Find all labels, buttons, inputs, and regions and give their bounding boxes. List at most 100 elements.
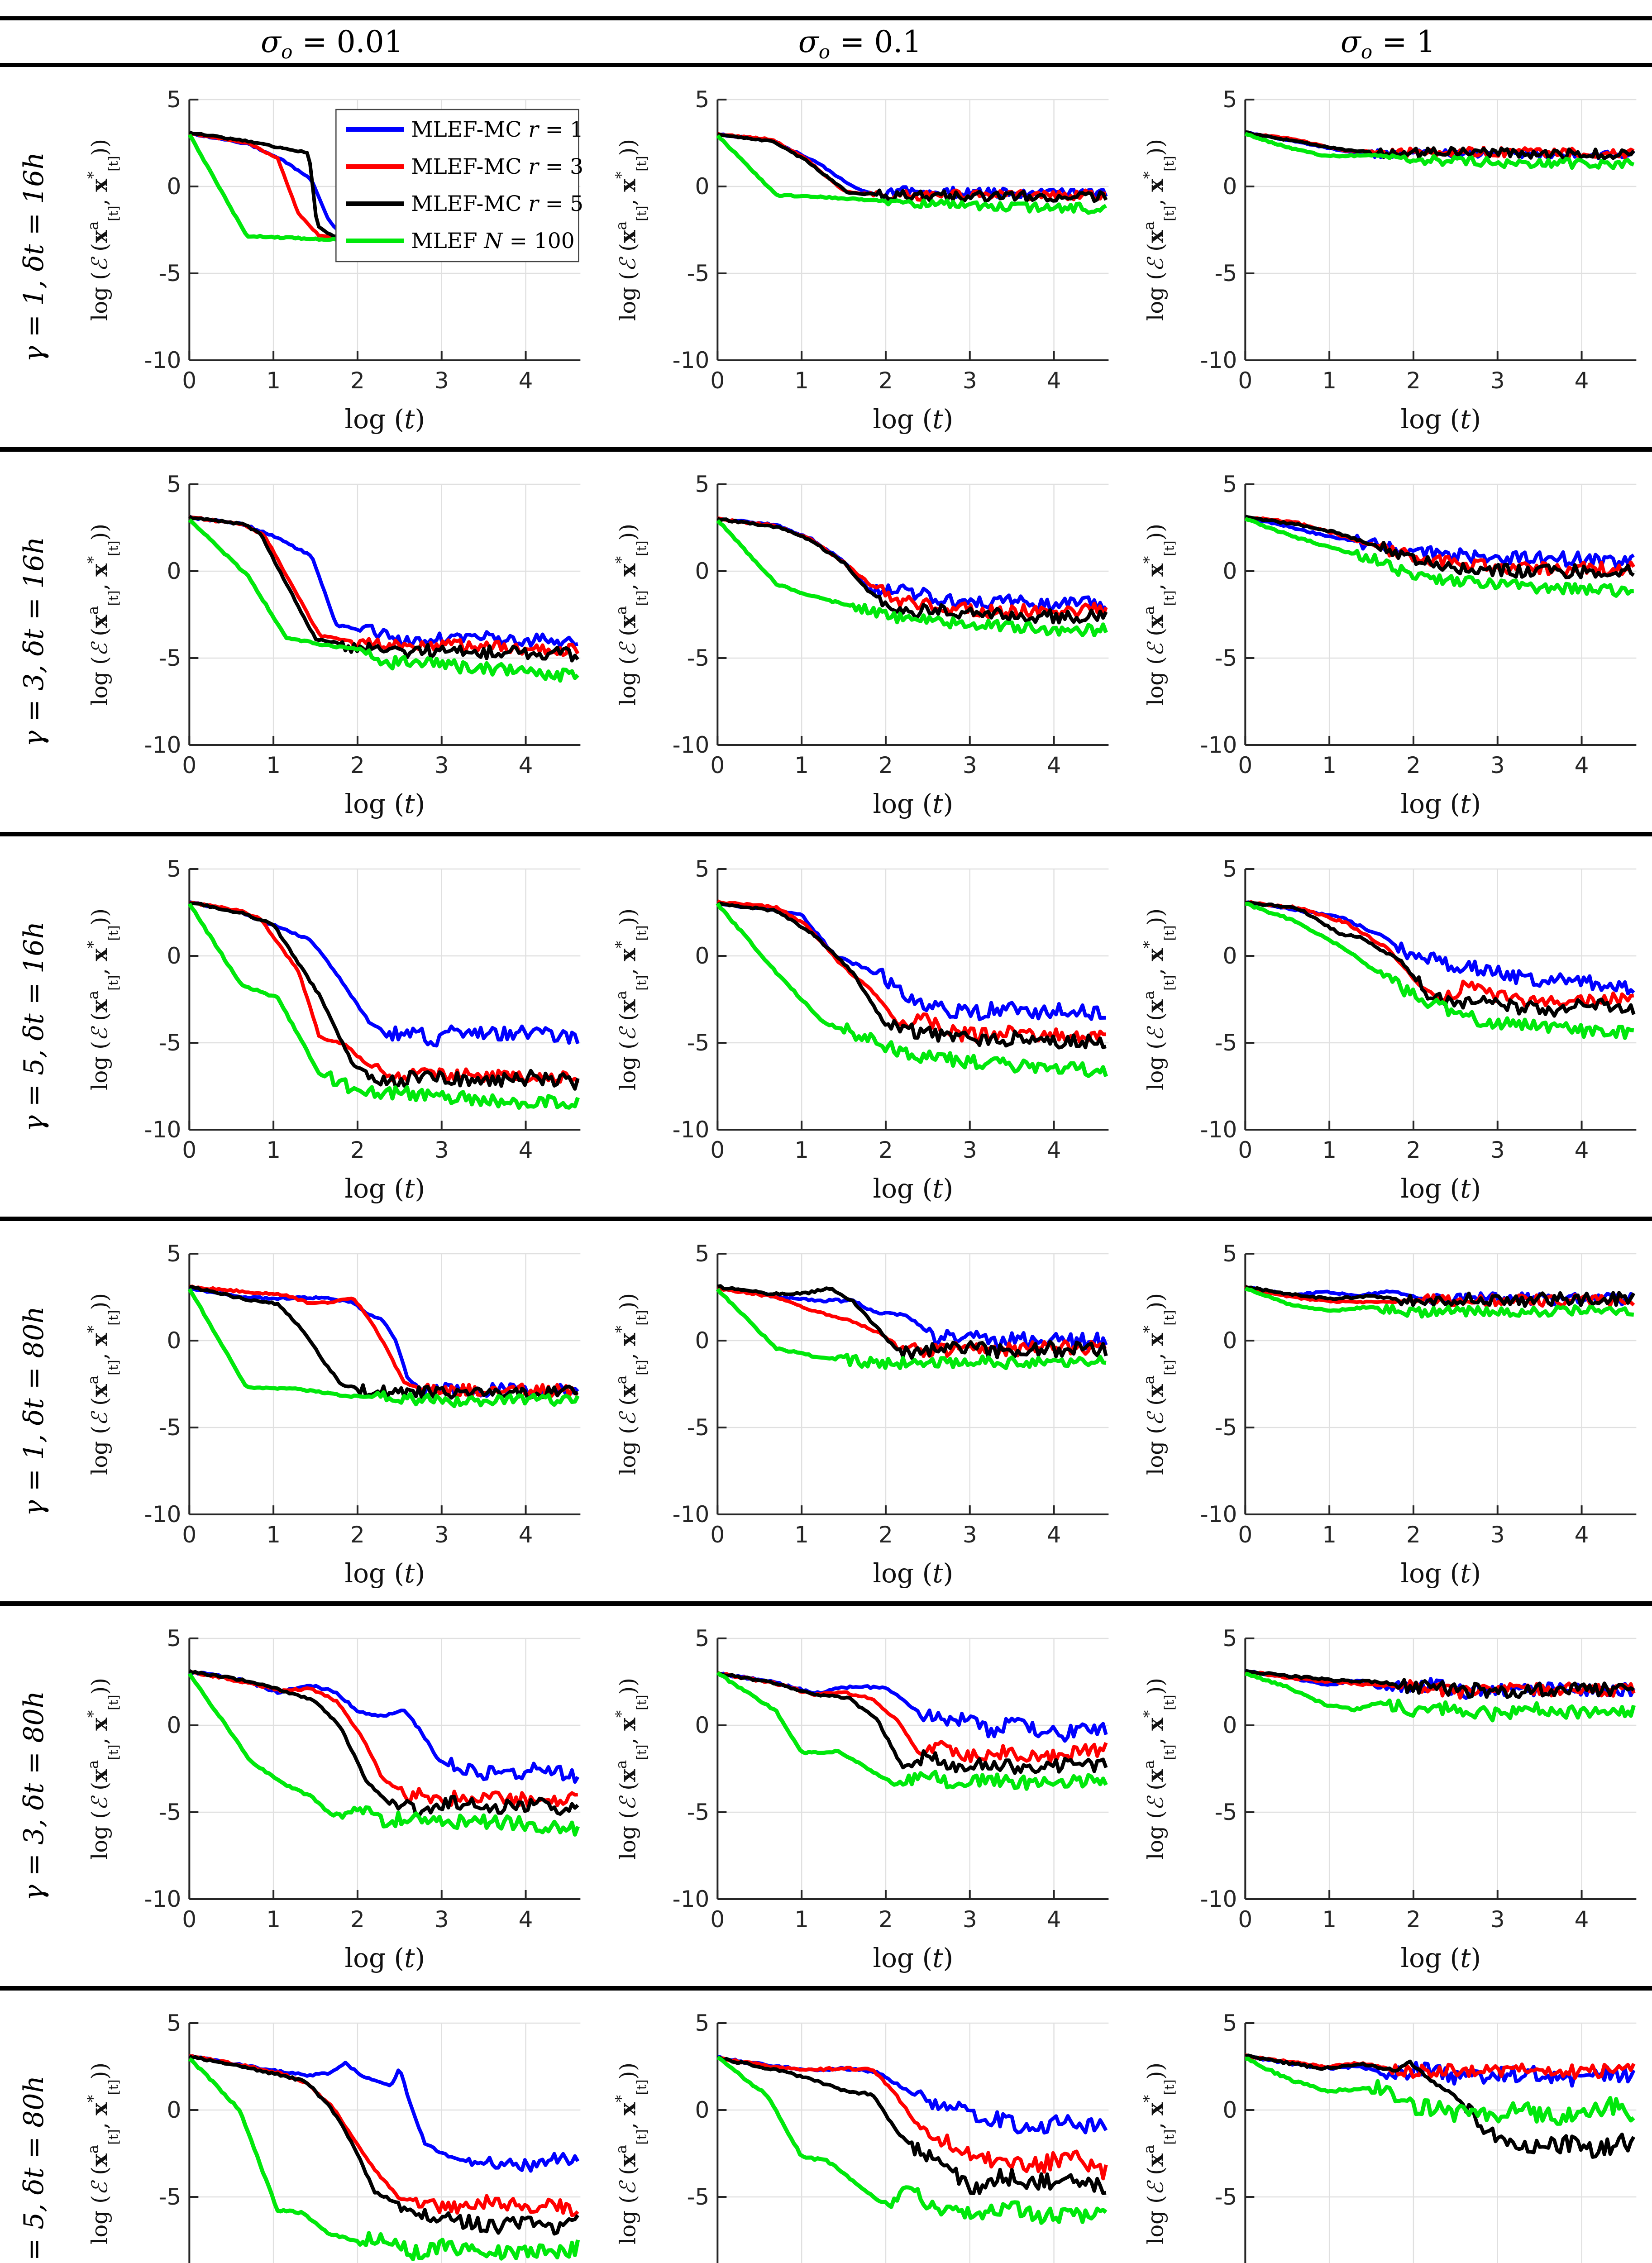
- x-tick-label: 1: [1323, 1906, 1337, 1933]
- series-mlef: [716, 902, 1108, 1078]
- series-r1: [717, 516, 1107, 612]
- x-tick-label: 0: [710, 1906, 725, 1933]
- x-tick-label: 4: [1575, 752, 1589, 778]
- y-tick-label: 0: [1223, 1327, 1237, 1354]
- y-tick-label: -10: [1200, 1117, 1237, 1143]
- x-axis-label: log (t): [1401, 1558, 1481, 1589]
- x-tick-label: 3: [963, 752, 977, 778]
- gridlines: [717, 99, 1109, 360]
- x-tick-label: 4: [1575, 368, 1589, 394]
- series-mlef: [1245, 1286, 1634, 1319]
- x-tick-label: 4: [1046, 1906, 1061, 1933]
- x-tick-label: 4: [519, 752, 533, 778]
- plot-row-1: γ = 3, δt = 16h 5 0 -5 -10 0 1 2 3 4 log (t) log (ℰ…: [0, 452, 1652, 836]
- x-tick-label: 3: [963, 1906, 977, 1933]
- x-tick-label: 2: [350, 1137, 365, 1163]
- series-mlef: [1245, 517, 1634, 598]
- series-mlef: [716, 1288, 1107, 1370]
- series-group: [716, 516, 1108, 637]
- x-tick-label: 4: [1046, 1137, 1061, 1163]
- x-tick-label: 0: [1238, 1137, 1253, 1163]
- series-r3: [189, 1670, 578, 1808]
- x-tick-label: 0: [182, 752, 196, 778]
- chart-cell-r1-c1: 5 0 -5 -10 0 1 2 3 4 log (t) log (ℰ (xa[t], x*[t])…: [596, 452, 1124, 832]
- series-r3: [189, 515, 580, 657]
- gridlines: [189, 2022, 581, 2263]
- series-r3: [189, 901, 580, 1084]
- chart-cell-r1-c2: 5 0 -5 -10 0 1 2 3 4 log (t) log (ℰ (xa[t], x*[t])…: [1124, 452, 1652, 832]
- x-axis-label: log (t): [873, 1943, 953, 1973]
- series-mlef: [1245, 902, 1634, 1040]
- y-tick-label: -10: [1200, 347, 1237, 373]
- series-r3: [1245, 900, 1634, 1007]
- sigma-value: = 1: [1372, 24, 1436, 59]
- y-tick-label: -10: [672, 1501, 709, 1528]
- plot-grid: γ = 1, δt = 16h 5 0 -5 -10 0 1 2 3 4 log (t) log (ℰ…: [0, 67, 1652, 2263]
- x-tick-label: 0: [182, 1522, 196, 1548]
- series-mlef: [187, 902, 580, 1110]
- column-header-row: σo = 0.01 σo = 0.1 σo = 1: [0, 16, 1652, 67]
- x-tick-label: 1: [266, 1137, 281, 1163]
- x-tick-label: 4: [519, 1522, 533, 1548]
- chart-cell-r2-c1: 5 0 -5 -10 0 1 2 3 4 log (t) log (ℰ (xa[t], x*[t])…: [596, 836, 1124, 1217]
- y-tick-label: -5: [1215, 1030, 1237, 1056]
- legend-label-r5: MLEF-MC r = 5: [411, 191, 583, 216]
- sigma-symbol: σ: [798, 24, 819, 59]
- x-tick-label: 3: [963, 1522, 977, 1548]
- y-tick-label: -10: [144, 1501, 181, 1528]
- series-r5: [188, 515, 579, 663]
- x-tick-label: 2: [1406, 1906, 1421, 1933]
- y-tick-label: -5: [687, 1414, 709, 1441]
- y-tick-label: -10: [144, 1117, 181, 1143]
- x-tick-label: 2: [879, 752, 893, 778]
- y-tick-label: 5: [695, 471, 709, 497]
- y-axis-label: log (ℰ (xa[t], x*[t])): [612, 908, 649, 1090]
- plot-row-2: γ = 5, δt = 16h 5 0 -5 -10 0 1 2 3 4 log (t) log (ℰ…: [0, 836, 1652, 1221]
- series-group: [1245, 900, 1636, 1040]
- series-r3: [716, 1671, 1108, 1765]
- series-mlef: [187, 1288, 580, 1408]
- x-tick-label: 0: [710, 1137, 725, 1163]
- sigma-subscript: o: [1361, 40, 1373, 63]
- y-tick-label: -5: [1215, 2184, 1237, 2210]
- y-tick-label: 5: [167, 1241, 181, 1267]
- series-r1: [1245, 516, 1635, 569]
- x-axis-label: log (t): [1401, 404, 1481, 434]
- series-r5: [716, 1671, 1108, 1775]
- gridlines: [189, 1253, 581, 1514]
- chart-cell-r3-c2: 5 0 -5 -10 0 1 2 3 4 log (t) log (ℰ (xa[t], x*[t])…: [1124, 1221, 1652, 1601]
- series-r1: [717, 902, 1106, 1022]
- sigma-subscript: o: [818, 40, 831, 63]
- row-label-text: γ = 3, δt = 80h: [18, 1690, 50, 1901]
- y-tick-label: 5: [1223, 471, 1237, 497]
- y-tick-label: 5: [1223, 86, 1237, 113]
- series-mlef: [1245, 2056, 1636, 2126]
- y-tick-label: -10: [672, 1117, 709, 1143]
- row-label-text: γ = 3, δt = 16h: [18, 536, 50, 747]
- y-axis-label: log (ℰ (xa[t], x*[t])): [84, 524, 121, 706]
- x-tick-label: 2: [879, 1137, 893, 1163]
- y-tick-label: -10: [1200, 1886, 1237, 1912]
- y-tick-label: -5: [158, 2184, 181, 2210]
- x-tick-label: 4: [519, 1906, 533, 1933]
- y-tick-label: 5: [167, 2010, 181, 2036]
- x-tick-label: 0: [1238, 752, 1253, 778]
- x-tick-label: 1: [1323, 1522, 1337, 1548]
- x-tick-label: 2: [879, 1906, 893, 1933]
- y-tick-label: 0: [695, 558, 709, 584]
- x-tick-label: 2: [1406, 368, 1421, 394]
- column-header-sigma-001: σo = 0.01: [68, 24, 596, 62]
